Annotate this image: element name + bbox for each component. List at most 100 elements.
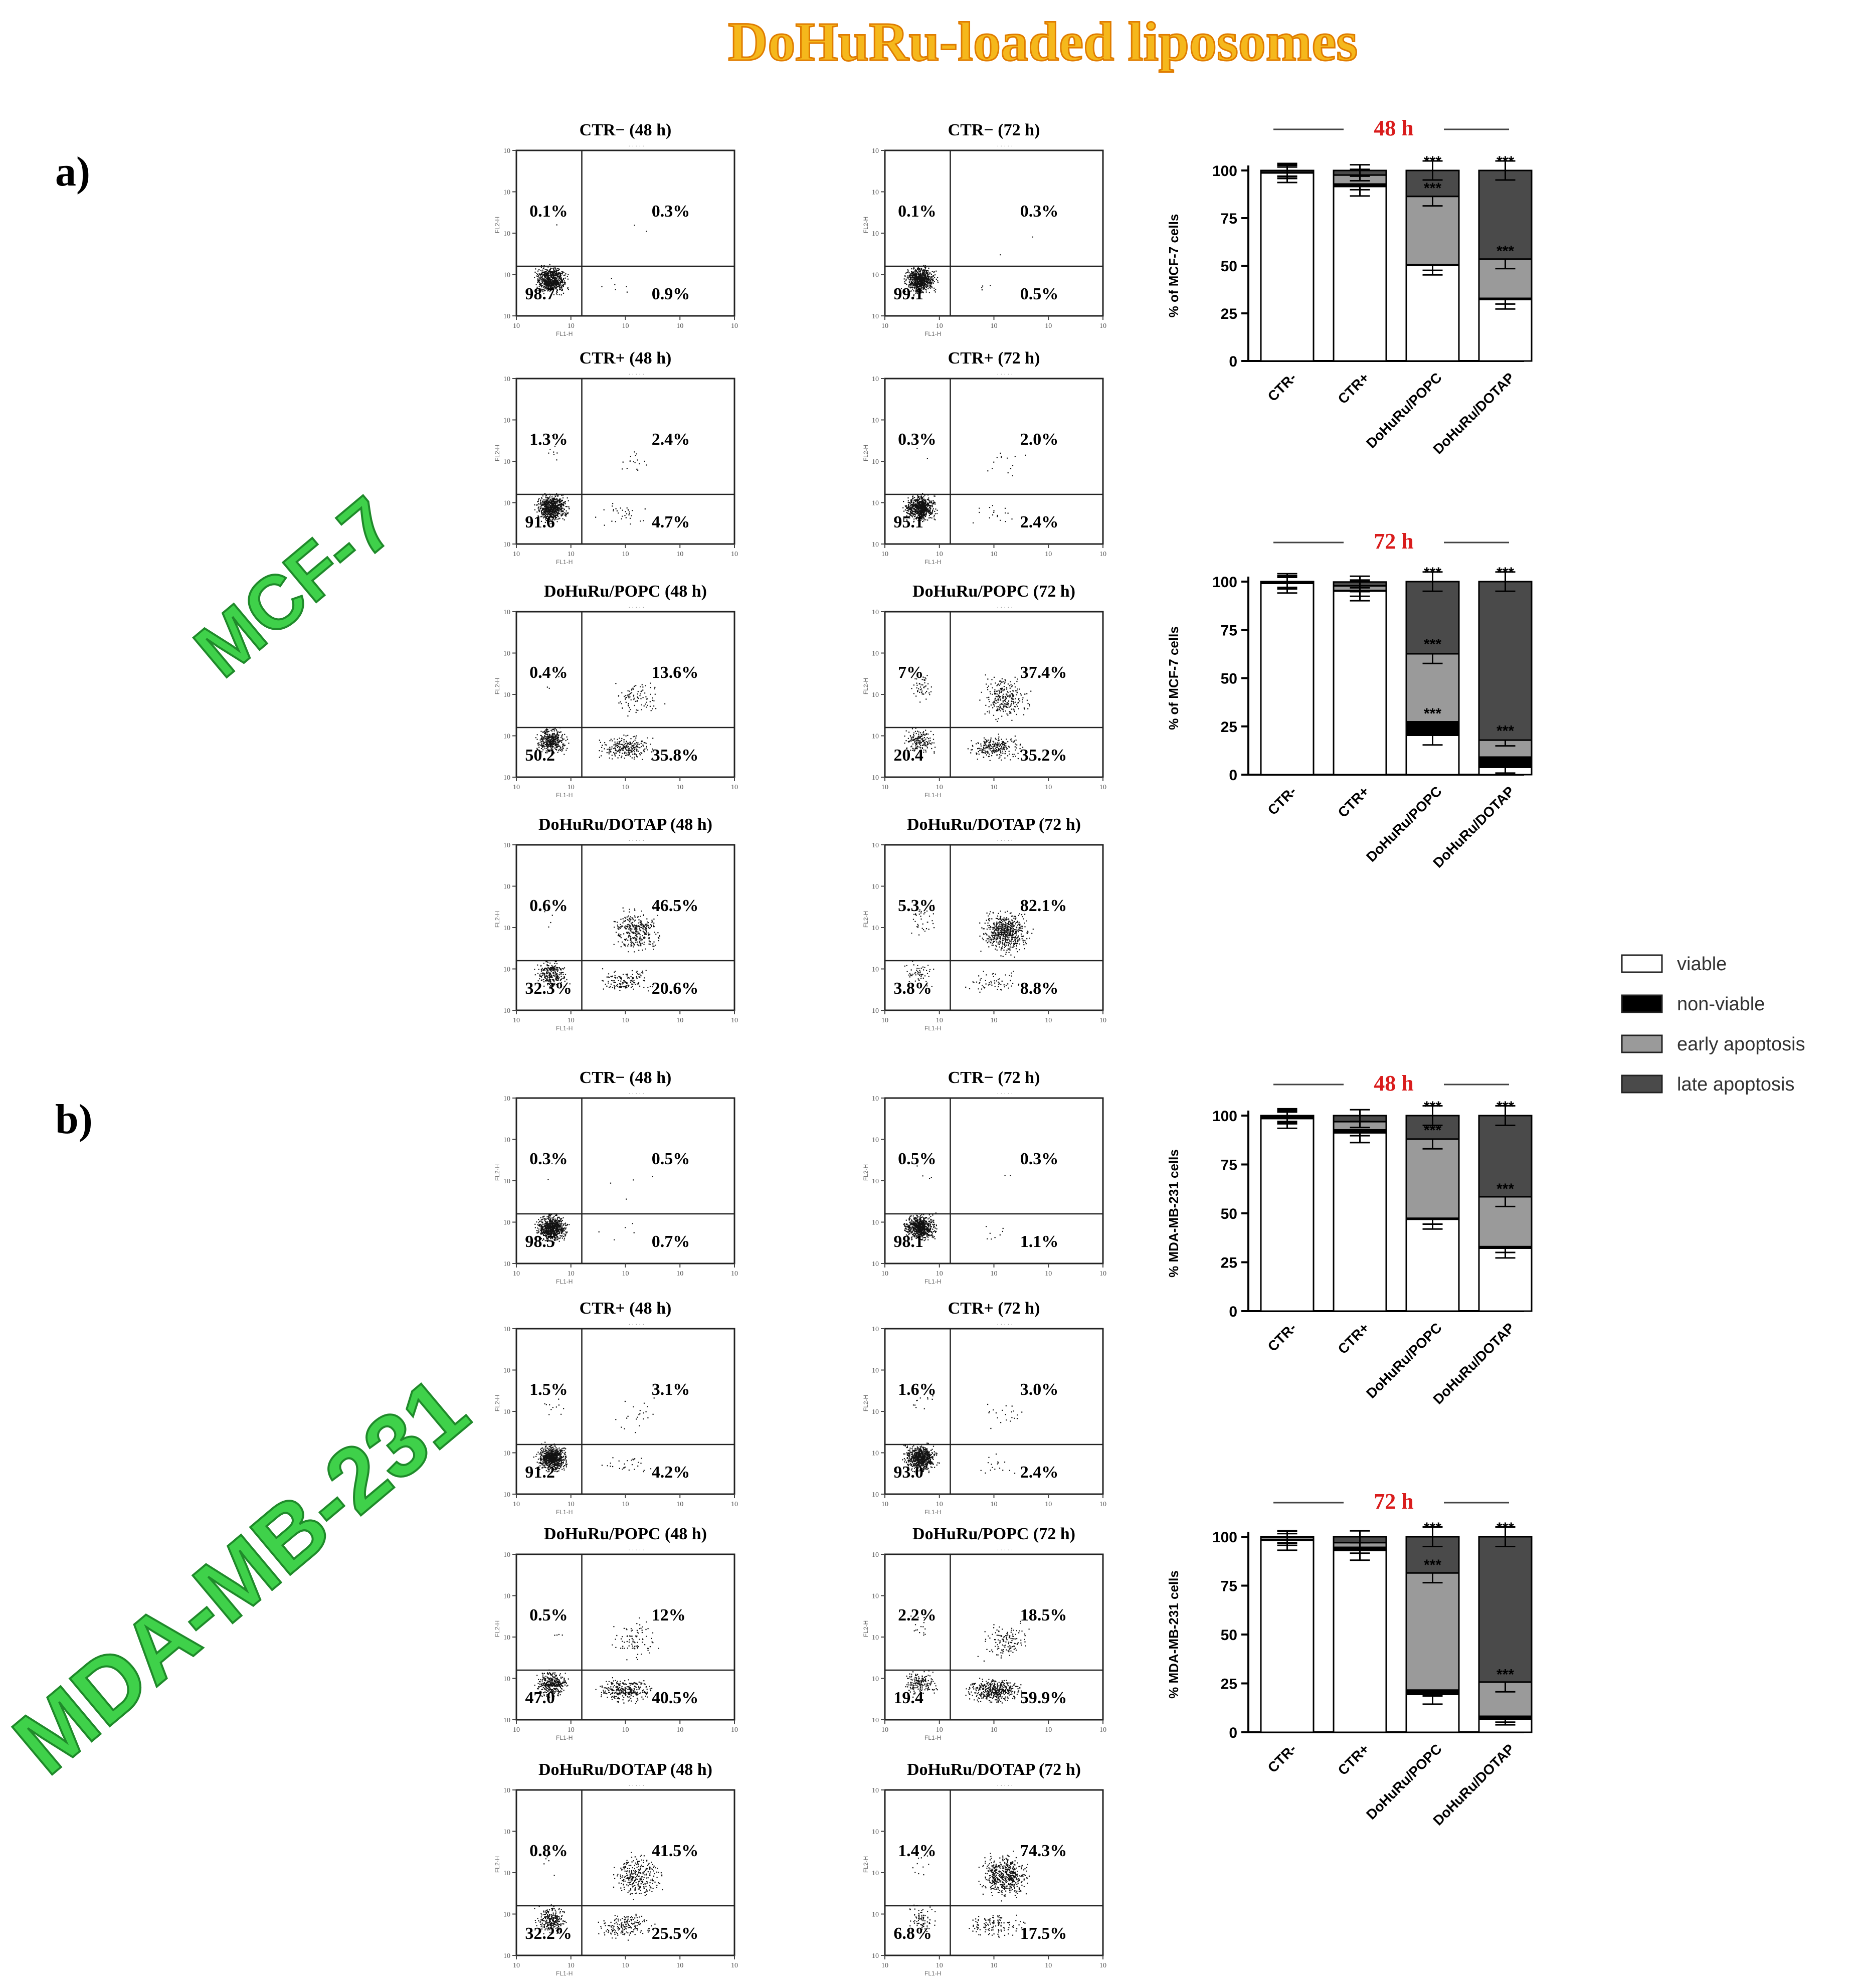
flow-y-axis-label: FL2-H: [494, 1856, 501, 1873]
flow-y-axis-label: FL2-H: [494, 217, 501, 233]
flow-plot-title: DoHuRu/DOTAP (48 h): [538, 1760, 712, 1779]
bar-segment-early-apoptosis: [1405, 196, 1460, 266]
y-tick-label: 75: [1221, 1578, 1237, 1595]
flow-x-tick-label: 10: [676, 784, 683, 791]
flow-x-tick-label: 10: [1045, 322, 1052, 330]
flow-plot-title: DoHuRu/POPC (72 h): [912, 582, 1075, 601]
flow-y-tick-label: 10: [872, 733, 879, 741]
panel-letter: a): [55, 148, 90, 195]
bar-segment-viable: [1405, 264, 1460, 362]
flow-x-axis-label: FL1-H: [556, 559, 573, 566]
flow-y-axis-label: FL2-H: [862, 678, 869, 694]
x-tick-label: DoHuRu/DOTAP: [1430, 783, 1517, 870]
flow-x-tick-label: 10: [513, 1962, 520, 1969]
quadrant-label-lower-right: 40.5%: [652, 1689, 699, 1707]
flow-plot: DoHuRu/DOTAP (72 h)10101010101010101010F…: [862, 815, 1106, 1032]
quadrant-label-lower-left: 19.4: [893, 1689, 923, 1707]
x-tick-label: DoHuRu/POPC: [1363, 1320, 1445, 1401]
quadrant-label-upper-right: 74.3%: [1020, 1842, 1067, 1860]
flow-y-tick-label: 10: [503, 842, 510, 849]
quadrant-label-upper-right: 2.0%: [1020, 430, 1059, 449]
flow-x-tick-label: 10: [991, 784, 998, 791]
bar-segment-early-apoptosis: [1405, 1138, 1460, 1219]
flow-x-tick-label: 10: [676, 322, 683, 330]
bar-segment-viable: [1333, 590, 1387, 776]
flow-x-tick-label: 10: [991, 1501, 998, 1508]
flow-x-tick-label: 10: [881, 784, 888, 791]
quadrant-label-upper-left: 0.5%: [898, 1150, 937, 1168]
flow-y-tick-label: 10: [872, 147, 879, 155]
chart-title: 72 h: [1374, 1489, 1413, 1514]
flow-x-axis-label: FL1-H: [924, 330, 941, 337]
flow-y-axis-label: FL2-H: [862, 911, 869, 928]
flow-plot-title: CTR− (48 h): [580, 121, 672, 139]
flow-y-tick-label: 10: [872, 1787, 879, 1794]
flow-y-tick-label: 10: [872, 774, 879, 782]
flow-y-tick-label: 10: [872, 1326, 879, 1333]
quadrant-label-upper-right: 82.1%: [1020, 896, 1067, 915]
flow-y-tick-label: 10: [872, 1593, 879, 1600]
flow-x-tick-label: 10: [622, 1017, 629, 1024]
flow-x-tick-label: 10: [622, 1501, 629, 1508]
flow-x-tick-label: 10: [568, 1017, 575, 1024]
quadrant-label-lower-right: 20.6%: [652, 979, 699, 998]
flow-y-tick-label: 10: [503, 1717, 510, 1724]
flow-scatter-points: [900, 215, 1033, 297]
flow-plot-title: CTR− (72 h): [948, 1068, 1040, 1087]
flow-x-tick-label: 10: [622, 1726, 629, 1734]
flow-y-tick-label: 10: [872, 1634, 879, 1642]
y-tick-label: 0: [1229, 1725, 1237, 1741]
flow-x-axis-label: FL1-H: [924, 559, 941, 566]
y-tick-label: 100: [1212, 163, 1237, 179]
flow-x-axis-label: FL1-H: [924, 1025, 941, 1032]
significance-label: ***: [1424, 180, 1441, 197]
flow-y-axis-label: FL2-H: [494, 1164, 501, 1181]
flow-y-tick-label: 10: [503, 966, 510, 974]
y-tick-label: 75: [1221, 1157, 1237, 1174]
flow-y-tick-label: 10: [503, 1367, 510, 1375]
legend-swatch: [1621, 1034, 1663, 1053]
significance-label: ***: [1424, 1122, 1441, 1139]
flow-y-tick-label: 10: [503, 1408, 510, 1416]
flow-y-tick-label: 10: [503, 1450, 510, 1458]
bar-segment-early-apoptosis: [1405, 653, 1460, 723]
flow-plot: CTR− (72 h)10101010101010101010FL1-HFL2-…: [862, 1068, 1106, 1285]
flow-y-tick-label: 10: [872, 1911, 879, 1919]
quadrant-label-lower-right: 0.5%: [1020, 285, 1059, 303]
legend: viable non-viable early apoptosis late apop…: [1621, 954, 1805, 1095]
flow-x-tick-label: 10: [991, 1962, 998, 1969]
bar-segment-viable: [1478, 1718, 1533, 1733]
flow-gate-label: · · · · ·: [997, 604, 1013, 611]
y-tick-label: 100: [1212, 1529, 1237, 1546]
flow-plot: CTR+ (72 h)10101010101010101010FL1-HFL2-…: [862, 1299, 1106, 1516]
flow-y-tick-label: 10: [503, 883, 510, 891]
flow-scatter-points: [903, 1165, 1011, 1242]
flow-x-tick-label: 10: [731, 1962, 738, 1969]
x-tick-label: DoHuRu/DOTAP: [1430, 370, 1517, 457]
flow-x-tick-label: 10: [676, 1270, 683, 1278]
flow-x-tick-label: 10: [881, 551, 888, 558]
flow-y-tick-label: 10: [872, 1137, 879, 1144]
bar-segment-viable: [1260, 1539, 1315, 1733]
flow-y-tick-label: 10: [503, 774, 510, 782]
flow-y-tick-label: 10: [872, 500, 879, 507]
quadrant-label-lower-right: 1.1%: [1020, 1232, 1059, 1251]
flow-x-tick-label: 10: [881, 1501, 888, 1508]
quadrant-label-upper-left: 2.2%: [898, 1606, 937, 1624]
chart-title: 72 h: [1374, 529, 1413, 554]
flow-x-tick-label: 10: [936, 1962, 943, 1969]
quadrant-label-lower-left: 99.1: [893, 285, 923, 303]
flow-y-tick-label: 10: [503, 230, 510, 238]
flow-x-tick-label: 10: [568, 322, 575, 330]
y-axis-label: % MDA-MB-231 cells: [1166, 1149, 1181, 1278]
flow-x-tick-label: 10: [936, 1270, 943, 1278]
y-axis-label: % of MCF-7 cells: [1166, 214, 1181, 318]
y-tick-label: 25: [1221, 719, 1237, 736]
flow-x-axis-label: FL1-H: [924, 1734, 941, 1741]
flow-y-tick-label: 10: [872, 1178, 879, 1185]
flow-x-tick-label: 10: [991, 1726, 998, 1734]
flow-scatter-points: [534, 224, 647, 296]
quadrant-label-lower-left: 93.0: [893, 1463, 923, 1482]
